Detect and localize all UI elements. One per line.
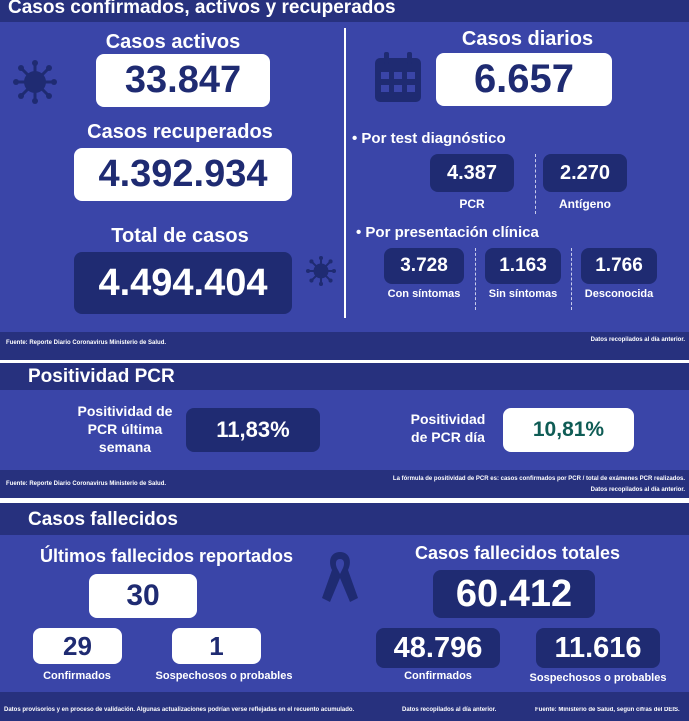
section-gap-1 (0, 360, 689, 363)
tot-sospechosos-value: 11.616 (536, 628, 660, 668)
section2-note: Datos recopilados al día anterior. (590, 487, 685, 493)
section2-header (0, 363, 689, 390)
semana-label-line3: semana (98, 439, 152, 455)
pcr-label: PCR (459, 197, 485, 211)
con-sintomas-value: 3.728 (384, 248, 464, 284)
total-value: 4.494.404 (74, 252, 292, 314)
antigeno-value: 2.270 (543, 154, 627, 192)
sospechosos-label: Sospechosos o probables (155, 670, 293, 682)
section1-note: Datos recopilados al día anterior. (590, 337, 685, 343)
desconocida-value: 1.766 (581, 248, 657, 284)
confirmados-label: Confirmados (43, 670, 111, 682)
recuperados-value: 4.392.934 (74, 148, 292, 201)
tot-sospechosos-label: Sospechosos o probables (529, 672, 667, 684)
section2-footer (0, 470, 689, 498)
footer-recopilados: Datos recopilados al día anterior. (402, 707, 497, 713)
virus-icon-small (306, 256, 336, 286)
sin-sintomas-label: Sin síntomas (488, 288, 558, 300)
positividad-semana-value: 11,83% (186, 408, 320, 452)
sin-sintomas-value: 1.163 (485, 248, 561, 284)
section2-title: Positividad PCR (28, 366, 175, 387)
footer-fuente: Fuente: Ministerio de Salud, según cifra… (535, 707, 680, 713)
pcr-value: 4.387 (430, 154, 514, 192)
semana-label-line1: Positividad de (77, 403, 173, 419)
tot-confirmados-value: 48.796 (376, 628, 500, 668)
totales-label: Casos fallecidos totales (414, 543, 621, 563)
footer-provisorios: Datos provisorios y en proceso de valida… (4, 707, 355, 713)
section3-title: Casos fallecidos (28, 509, 178, 530)
section1-header (0, 0, 689, 22)
section1-footer (0, 332, 689, 360)
con-sintomas-label: Con síntomas (387, 288, 461, 300)
total-label: Total de casos (111, 225, 249, 247)
test-title: • Por test diagnóstico (352, 130, 506, 147)
section3-header (0, 503, 689, 535)
recuperados-label: Casos recuperados (87, 121, 273, 143)
section1-source: Fuente: Reporte Diario Coronavirus Minis… (6, 340, 167, 346)
section2-source: Fuente: Reporte Diario Coronavirus Minis… (6, 481, 167, 487)
section1-divider (344, 28, 346, 318)
activos-value: 33.847 (96, 54, 270, 107)
virus-icon (13, 60, 57, 104)
diarios-value: 6.657 (436, 53, 612, 106)
pcr-divider (535, 154, 536, 214)
tot-confirmados-label: Confirmados (404, 670, 472, 682)
dia-label-line1: Positividad (410, 411, 486, 427)
totales-value: 60.412 (433, 570, 595, 618)
ribbon-icon (320, 548, 360, 604)
clinica-title: • Por presentación clínica (356, 224, 539, 241)
ultimos-value: 30 (89, 574, 197, 618)
section2-formula: La fórmula de positividad de PCR es: cas… (392, 476, 685, 482)
confirmados-value: 29 (33, 628, 122, 664)
diarios-label: Casos diarios (461, 28, 594, 50)
clinica-divider-2 (571, 248, 572, 310)
section-gap-2 (0, 498, 689, 503)
ultimos-label: Últimos fallecidos reportados (40, 546, 294, 566)
section3-footer (0, 692, 689, 721)
sospechosos-value: 1 (172, 628, 261, 664)
dia-label-line2: de PCR día (411, 429, 485, 445)
semana-label-line2: PCR última (87, 421, 163, 437)
positividad-dia-value: 10,81% (503, 408, 634, 452)
clinica-divider-1 (475, 248, 476, 310)
desconocida-label: Desconocida (584, 288, 654, 300)
calendar-icon (375, 52, 421, 102)
section1-title: Casos confirmados, activos y recuperados (8, 0, 396, 18)
antigeno-label: Antígeno (559, 197, 611, 211)
activos-label: Casos activos (105, 31, 241, 53)
